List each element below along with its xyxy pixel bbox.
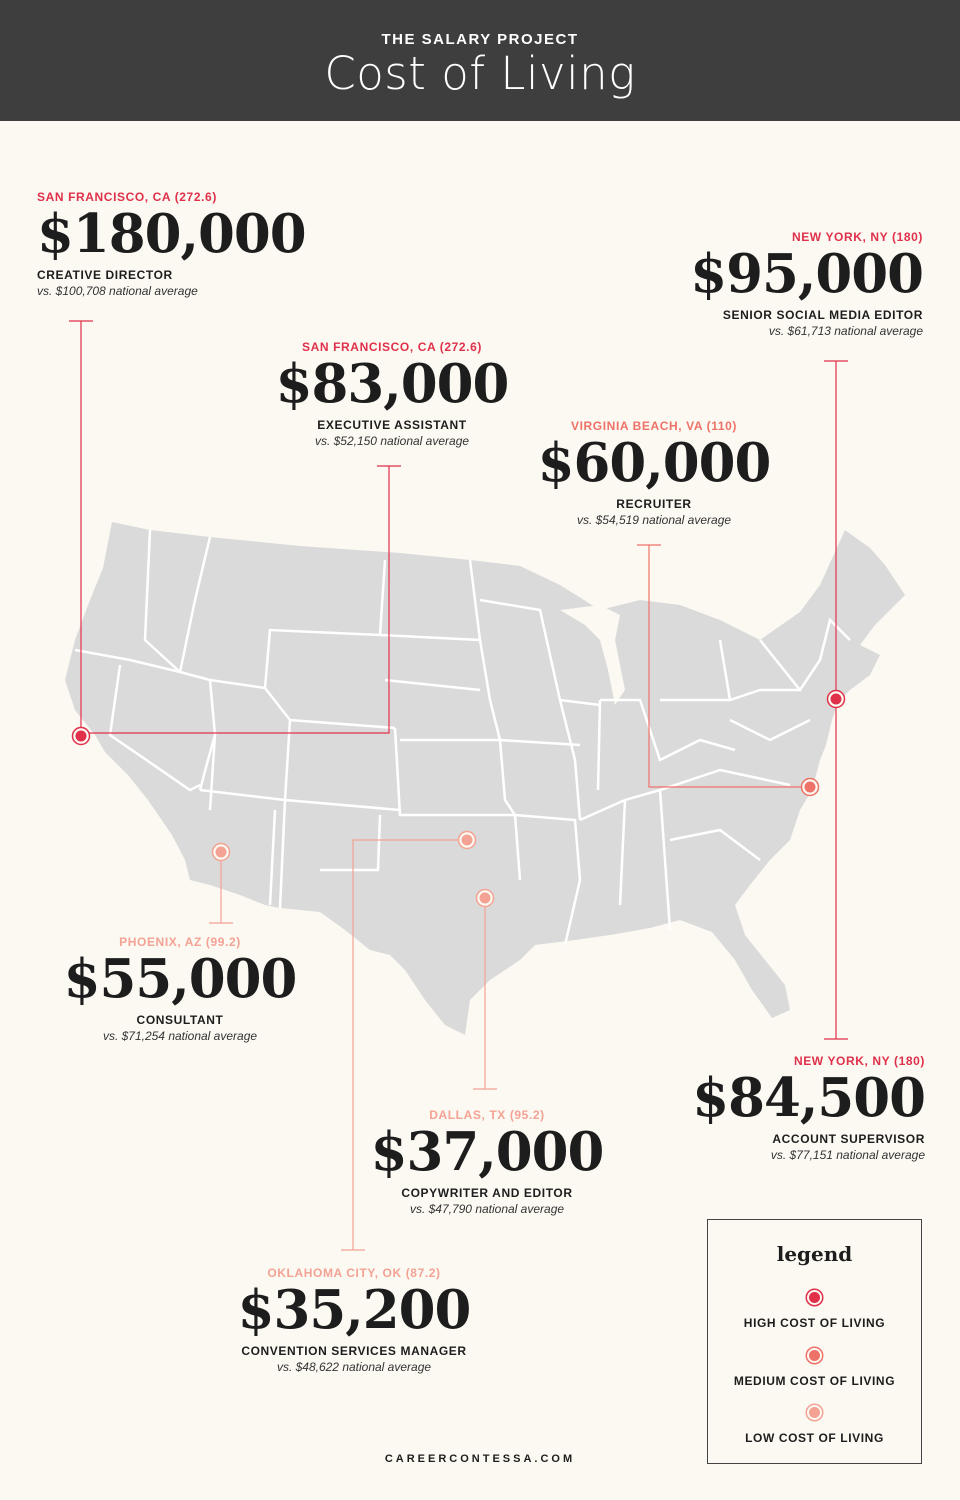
callout-sf-creative: SAN FRANCISCO, CA (272.6) $180,000 CREAT… [37, 190, 357, 298]
callout-role: RECRUITER [616, 497, 692, 511]
callout-ny-social: NEW YORK, NY (180) $95,000 SENIOR SOCIAL… [603, 230, 924, 338]
great-lakes [560, 605, 625, 705]
callout-role: CONVENTION SERVICES MANAGER [241, 1344, 467, 1358]
callout-va-recruiter: VIRGINIA BEACH, VA (110) $60,000 RECRUIT… [494, 419, 814, 527]
callout-average: vs. $77,151 national average [770, 1148, 925, 1162]
callout-city: PHOENIX, AZ (99.2) [119, 935, 241, 949]
leader-okc [352, 839, 467, 1250]
callout-salary: $180,000 [37, 203, 307, 265]
legend-item-low: LOW COST OF LIVING [708, 1405, 921, 1445]
callout-average: vs. $61,713 national average [768, 324, 923, 338]
callout-salary: $55,000 [63, 948, 298, 1010]
callout-salary: $83,000 [275, 353, 510, 415]
state-borders [74, 529, 851, 946]
callout-average: vs. $71,254 national average [102, 1029, 258, 1043]
callout-role: COPYWRITER AND EDITOR [401, 1186, 573, 1200]
callout-role: CREATIVE DIRECTOR [37, 268, 173, 282]
callout-salary: $60,000 [537, 432, 772, 494]
callout-dal-copy: DALLAS, TX (95.2) $37,000 COPYWRITER AND… [327, 1108, 647, 1216]
footer-credit: CAREERCONTESSA.COM [384, 1453, 576, 1465]
callout-role: EXECUTIVE ASSISTANT [317, 418, 467, 432]
callout-average: vs. $54,519 national average [576, 513, 732, 527]
marker-phoenix [211, 842, 231, 862]
callout-okc-conv: OKLAHOMA CITY, OK (87.2) $35,200 CONVENT… [194, 1266, 514, 1374]
us-landmass [65, 522, 905, 1035]
callout-role: ACCOUNT SUPERVISOR [772, 1132, 925, 1146]
legend: legend HIGH COST OF LIVING MEDIUM COST O… [707, 1219, 922, 1464]
marker-oklahoma-city [457, 830, 477, 850]
city-markers [71, 689, 846, 908]
banner-title: Cost of Living [324, 47, 636, 100]
legend-item-high: HIGH COST OF LIVING [708, 1290, 921, 1330]
medium-dot-icon [807, 1348, 822, 1363]
banner-kicker: THE SALARY PROJECT [381, 31, 579, 48]
callout-city: NEW YORK, NY (180) [793, 1054, 925, 1068]
callout-salary: $84,500 [692, 1067, 926, 1129]
callout-average: vs. $100,708 national average [37, 284, 198, 298]
callout-average: vs. $48,622 national average [276, 1360, 432, 1374]
marker-san-francisco [71, 726, 91, 746]
callout-sf-exec: SAN FRANCISCO, CA (272.6) $83,000 EXECUT… [232, 340, 552, 448]
legend-label: MEDIUM COST OF LIVING [733, 1374, 896, 1388]
callout-city: OKLAHOMA CITY, OK (87.2) [267, 1266, 441, 1280]
callout-phx-consultant: PHOENIX, AZ (99.2) $55,000 CONSULTANT vs… [20, 935, 340, 1043]
callout-city: NEW YORK, NY (180) [791, 230, 923, 244]
callout-city: VIRGINIA BEACH, VA (110) [571, 419, 737, 433]
callout-city: SAN FRANCISCO, CA (272.6) [302, 340, 482, 354]
high-dot-icon [807, 1290, 822, 1305]
callout-salary: $35,200 [237, 1279, 472, 1341]
legend-item-medium: MEDIUM COST OF LIVING [708, 1348, 921, 1388]
marker-new-york [826, 689, 846, 709]
callout-city: DALLAS, TX (95.2) [429, 1108, 545, 1122]
leader-lines [69, 320, 848, 1251]
callout-ny-account: NEW YORK, NY (180) $84,500 ACCOUNT SUPER… [605, 1054, 926, 1162]
marker-virginia-beach [800, 777, 820, 797]
callout-average: vs. $47,790 national average [409, 1202, 565, 1216]
callout-city: SAN FRANCISCO, CA (272.6) [37, 190, 217, 204]
callout-salary: $95,000 [690, 243, 924, 305]
legend-title: legend [776, 1242, 853, 1266]
callout-salary: $37,000 [370, 1121, 605, 1183]
marker-dallas [475, 888, 495, 908]
callout-role: CONSULTANT [136, 1013, 224, 1027]
legend-label: LOW COST OF LIVING [745, 1431, 884, 1445]
leader-va [648, 545, 810, 788]
low-dot-icon [807, 1405, 822, 1420]
leader-sf-exec [81, 466, 390, 734]
callout-role: SENIOR SOCIAL MEDIA EDITOR [722, 308, 923, 322]
title-banner: THE SALARY PROJECT Cost of Living [0, 0, 960, 121]
legend-label: HIGH COST OF LIVING [743, 1316, 886, 1330]
callout-average: vs. $52,150 national average [314, 434, 470, 448]
